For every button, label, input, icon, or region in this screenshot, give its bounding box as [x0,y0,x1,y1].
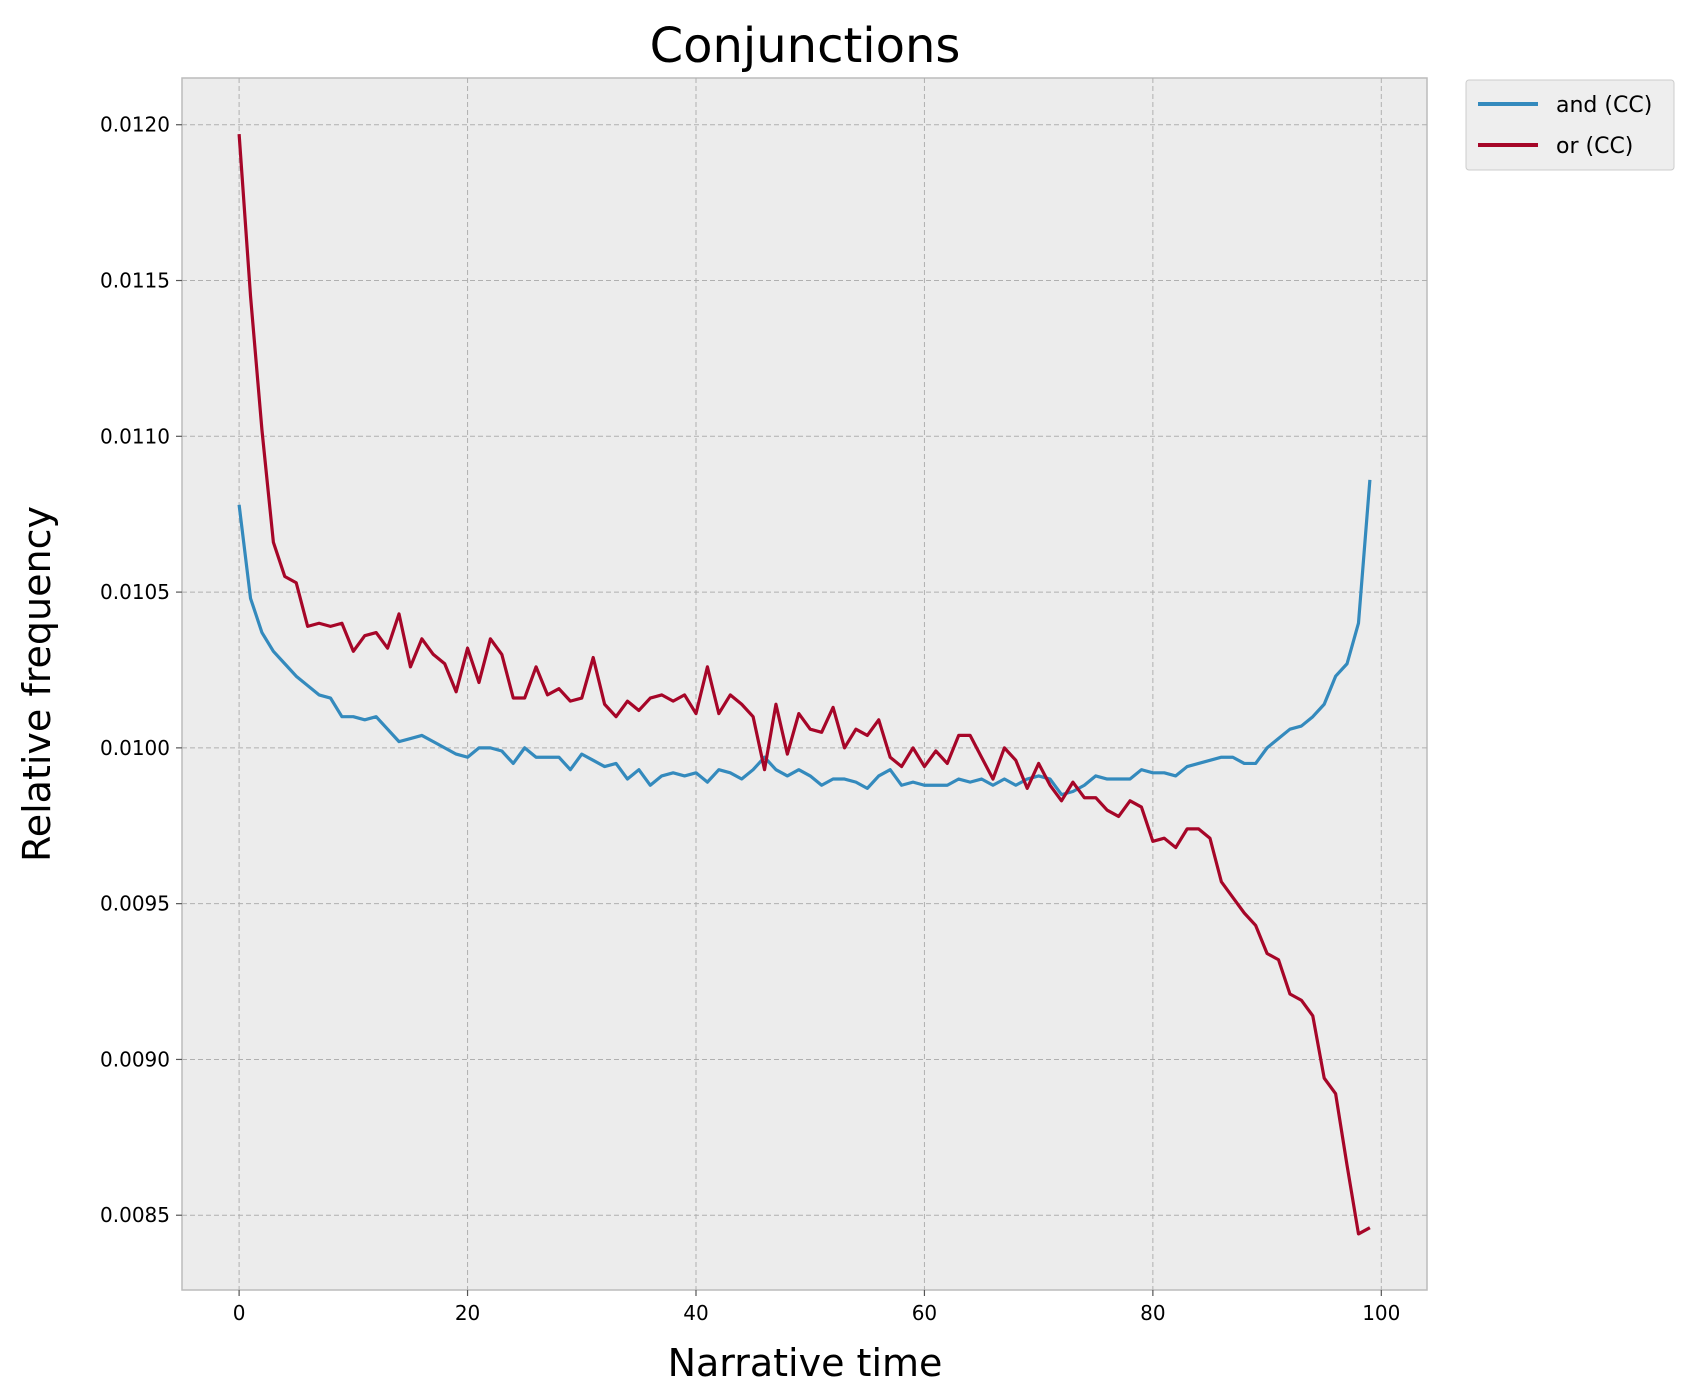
series-line-and-cc [237,479,1372,797]
chart-title: Conjunctions [650,18,961,74]
plot-area [181,77,1428,1291]
y-axis-ticks: 0.0085 0.0090 0.0095 0.0100 0.0105 0.0110 0.01… [100,113,182,1227]
y-tick-label: 0.0110 [100,424,170,448]
y-tick-label: 0.0105 [100,580,170,604]
y-tick-label: 0.0100 [100,736,170,760]
y-axis-title: Relative frequency [15,506,59,862]
x-tick-label: 0 [233,1301,246,1325]
y-tick-label: 0.0115 [100,269,170,293]
legend: and (CC) or (CC) [1465,79,1675,171]
x-tick-label: 20 [455,1301,480,1325]
x-axis-ticks: 0 20 40 60 80 100 [233,1290,1400,1325]
legend-label: or (CC) [1556,134,1633,159]
x-axis-title: Narrative time [668,1341,943,1385]
x-tick-label: 60 [912,1301,937,1325]
x-tick-label: 100 [1362,1301,1400,1325]
y-tick-label: 0.0090 [100,1047,170,1071]
x-tick-label: 40 [683,1301,708,1325]
y-tick-label: 0.0085 [100,1203,170,1227]
y-tick-label: 0.0095 [100,892,170,916]
legend-label: and (CC) [1556,93,1652,118]
x-tick-label: 80 [1140,1301,1165,1325]
series-lines [237,133,1372,1236]
series-line-or-cc [237,133,1371,1236]
y-tick-label: 0.0120 [100,113,170,137]
grid [182,78,1427,1290]
